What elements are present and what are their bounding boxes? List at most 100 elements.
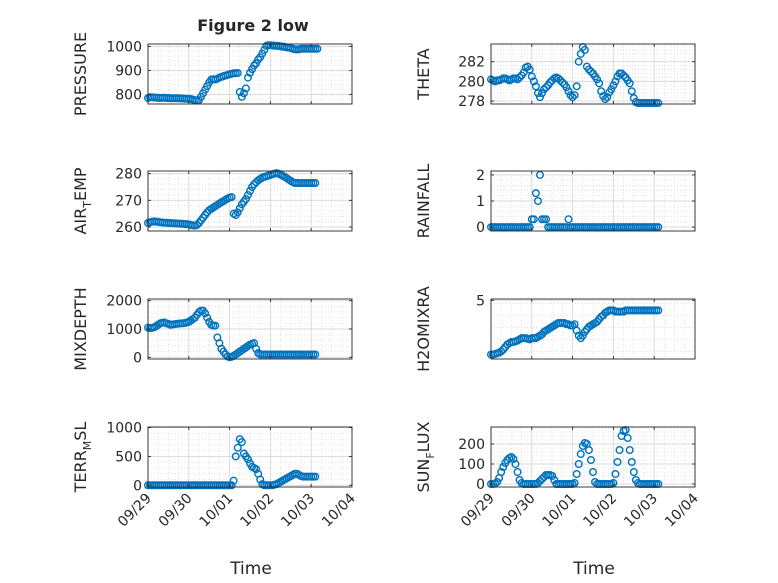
data-point — [256, 475, 265, 484]
data-point — [654, 99, 663, 108]
data-point — [538, 475, 547, 484]
data-point — [533, 479, 542, 488]
data-point — [607, 85, 616, 94]
data-point — [584, 65, 593, 74]
axes-box — [147, 426, 353, 488]
y-tick-label: 0 — [133, 350, 142, 366]
y-tick-label: 270 — [115, 193, 142, 209]
axes-box — [490, 43, 696, 105]
data-point — [260, 46, 269, 55]
subplot-1: 800 900 1000 PRESSURE — [71, 32, 353, 116]
subplot-6: 5 H2OMIXRA — [414, 286, 696, 372]
y-axis-label: H2OMIXRA — [414, 286, 433, 372]
data-point — [562, 83, 571, 92]
data-point — [513, 75, 522, 84]
y-tick-label: 1 — [476, 194, 485, 210]
data-point — [241, 194, 250, 203]
data-point — [192, 220, 201, 229]
y-tick-label: 0 — [133, 478, 142, 494]
y-tick-label: 282 — [458, 55, 485, 71]
data-point — [511, 460, 520, 469]
data-point — [566, 91, 575, 100]
y-axis-label-subscript: F — [424, 452, 437, 458]
data-point — [619, 71, 628, 80]
axes-box — [147, 43, 353, 105]
subplot-2: 278 280 282 THETA — [414, 42, 696, 110]
data-point — [235, 87, 244, 96]
x-axis-label-left: Time — [229, 559, 272, 579]
y-axis-label: MIXDEPTH — [71, 287, 90, 370]
data-point — [576, 450, 585, 459]
y-tick-label: 0 — [476, 220, 485, 236]
data-point — [497, 347, 506, 356]
data-point — [593, 75, 602, 84]
data-point — [233, 208, 242, 217]
data-point — [572, 470, 581, 479]
data-point — [243, 190, 252, 199]
data-point — [535, 477, 544, 486]
data-point — [550, 476, 559, 485]
y-axis-label: RAINFALL — [414, 164, 433, 239]
data-point — [497, 468, 506, 477]
data-point — [586, 67, 595, 76]
data-point — [625, 79, 634, 88]
data-point — [574, 460, 583, 469]
y-axis-label-main: THETA — [414, 48, 433, 100]
data-point — [227, 193, 236, 202]
data-point — [509, 455, 518, 464]
data-point — [525, 223, 534, 232]
axes-box — [490, 298, 696, 360]
y-tick-label: 2 — [476, 168, 485, 184]
y-tick-label: 1000 — [106, 421, 142, 437]
data-point — [597, 87, 606, 96]
data-point — [252, 465, 261, 474]
y-axis-label: PRESSURE — [71, 32, 90, 116]
data-point — [533, 89, 542, 98]
data-point — [535, 93, 544, 102]
y-tick-label: 200 — [458, 437, 485, 453]
y-tick-label: 278 — [458, 94, 485, 110]
data-point — [601, 95, 610, 104]
y-tick-label: 0 — [476, 477, 485, 493]
data-point — [546, 78, 555, 87]
data-point — [654, 306, 663, 315]
data-point — [576, 49, 585, 58]
data-point — [584, 446, 593, 455]
data-point — [237, 438, 246, 447]
subplot-5: 0 1000 2000 MIXDEPTH — [71, 287, 353, 371]
y-tick-label: 800 — [115, 87, 142, 103]
y-axis-label: THETA — [414, 48, 433, 100]
data-point — [611, 77, 620, 86]
subplot-3: 260 270 280 AIRTEMP — [71, 167, 353, 236]
y-tick-label: 5 — [476, 293, 485, 309]
data-point — [603, 93, 612, 102]
data-point — [570, 479, 579, 488]
data-point — [499, 463, 508, 472]
data-point — [627, 87, 636, 96]
data-point — [311, 472, 320, 481]
data-point — [535, 170, 544, 179]
data-point — [243, 455, 252, 464]
y-axis-label-main: H2OMIXRA — [414, 286, 433, 372]
data-point — [609, 81, 618, 90]
y-tick-label: 280 — [458, 74, 485, 90]
data-point — [201, 309, 210, 318]
data-point — [250, 180, 259, 189]
data-point — [623, 434, 632, 443]
data-point — [211, 321, 220, 330]
data-point — [625, 446, 634, 455]
y-axis-label-main: AIR — [71, 208, 90, 235]
y-axis-label-main: RAINFALL — [414, 164, 433, 239]
data-point — [617, 69, 626, 78]
figure-title: Figure 2 low — [197, 16, 309, 35]
data-point — [580, 45, 589, 54]
data-point — [529, 77, 538, 86]
data-point — [313, 44, 322, 53]
data-point — [519, 68, 528, 77]
y-tick-label: 100 — [458, 457, 485, 473]
y-axis-label-main: PRESSURE — [71, 32, 90, 116]
data-point — [233, 69, 242, 78]
y-tick-label: 1000 — [106, 39, 142, 55]
y-axis-label: AIRTEMP — [71, 167, 94, 234]
